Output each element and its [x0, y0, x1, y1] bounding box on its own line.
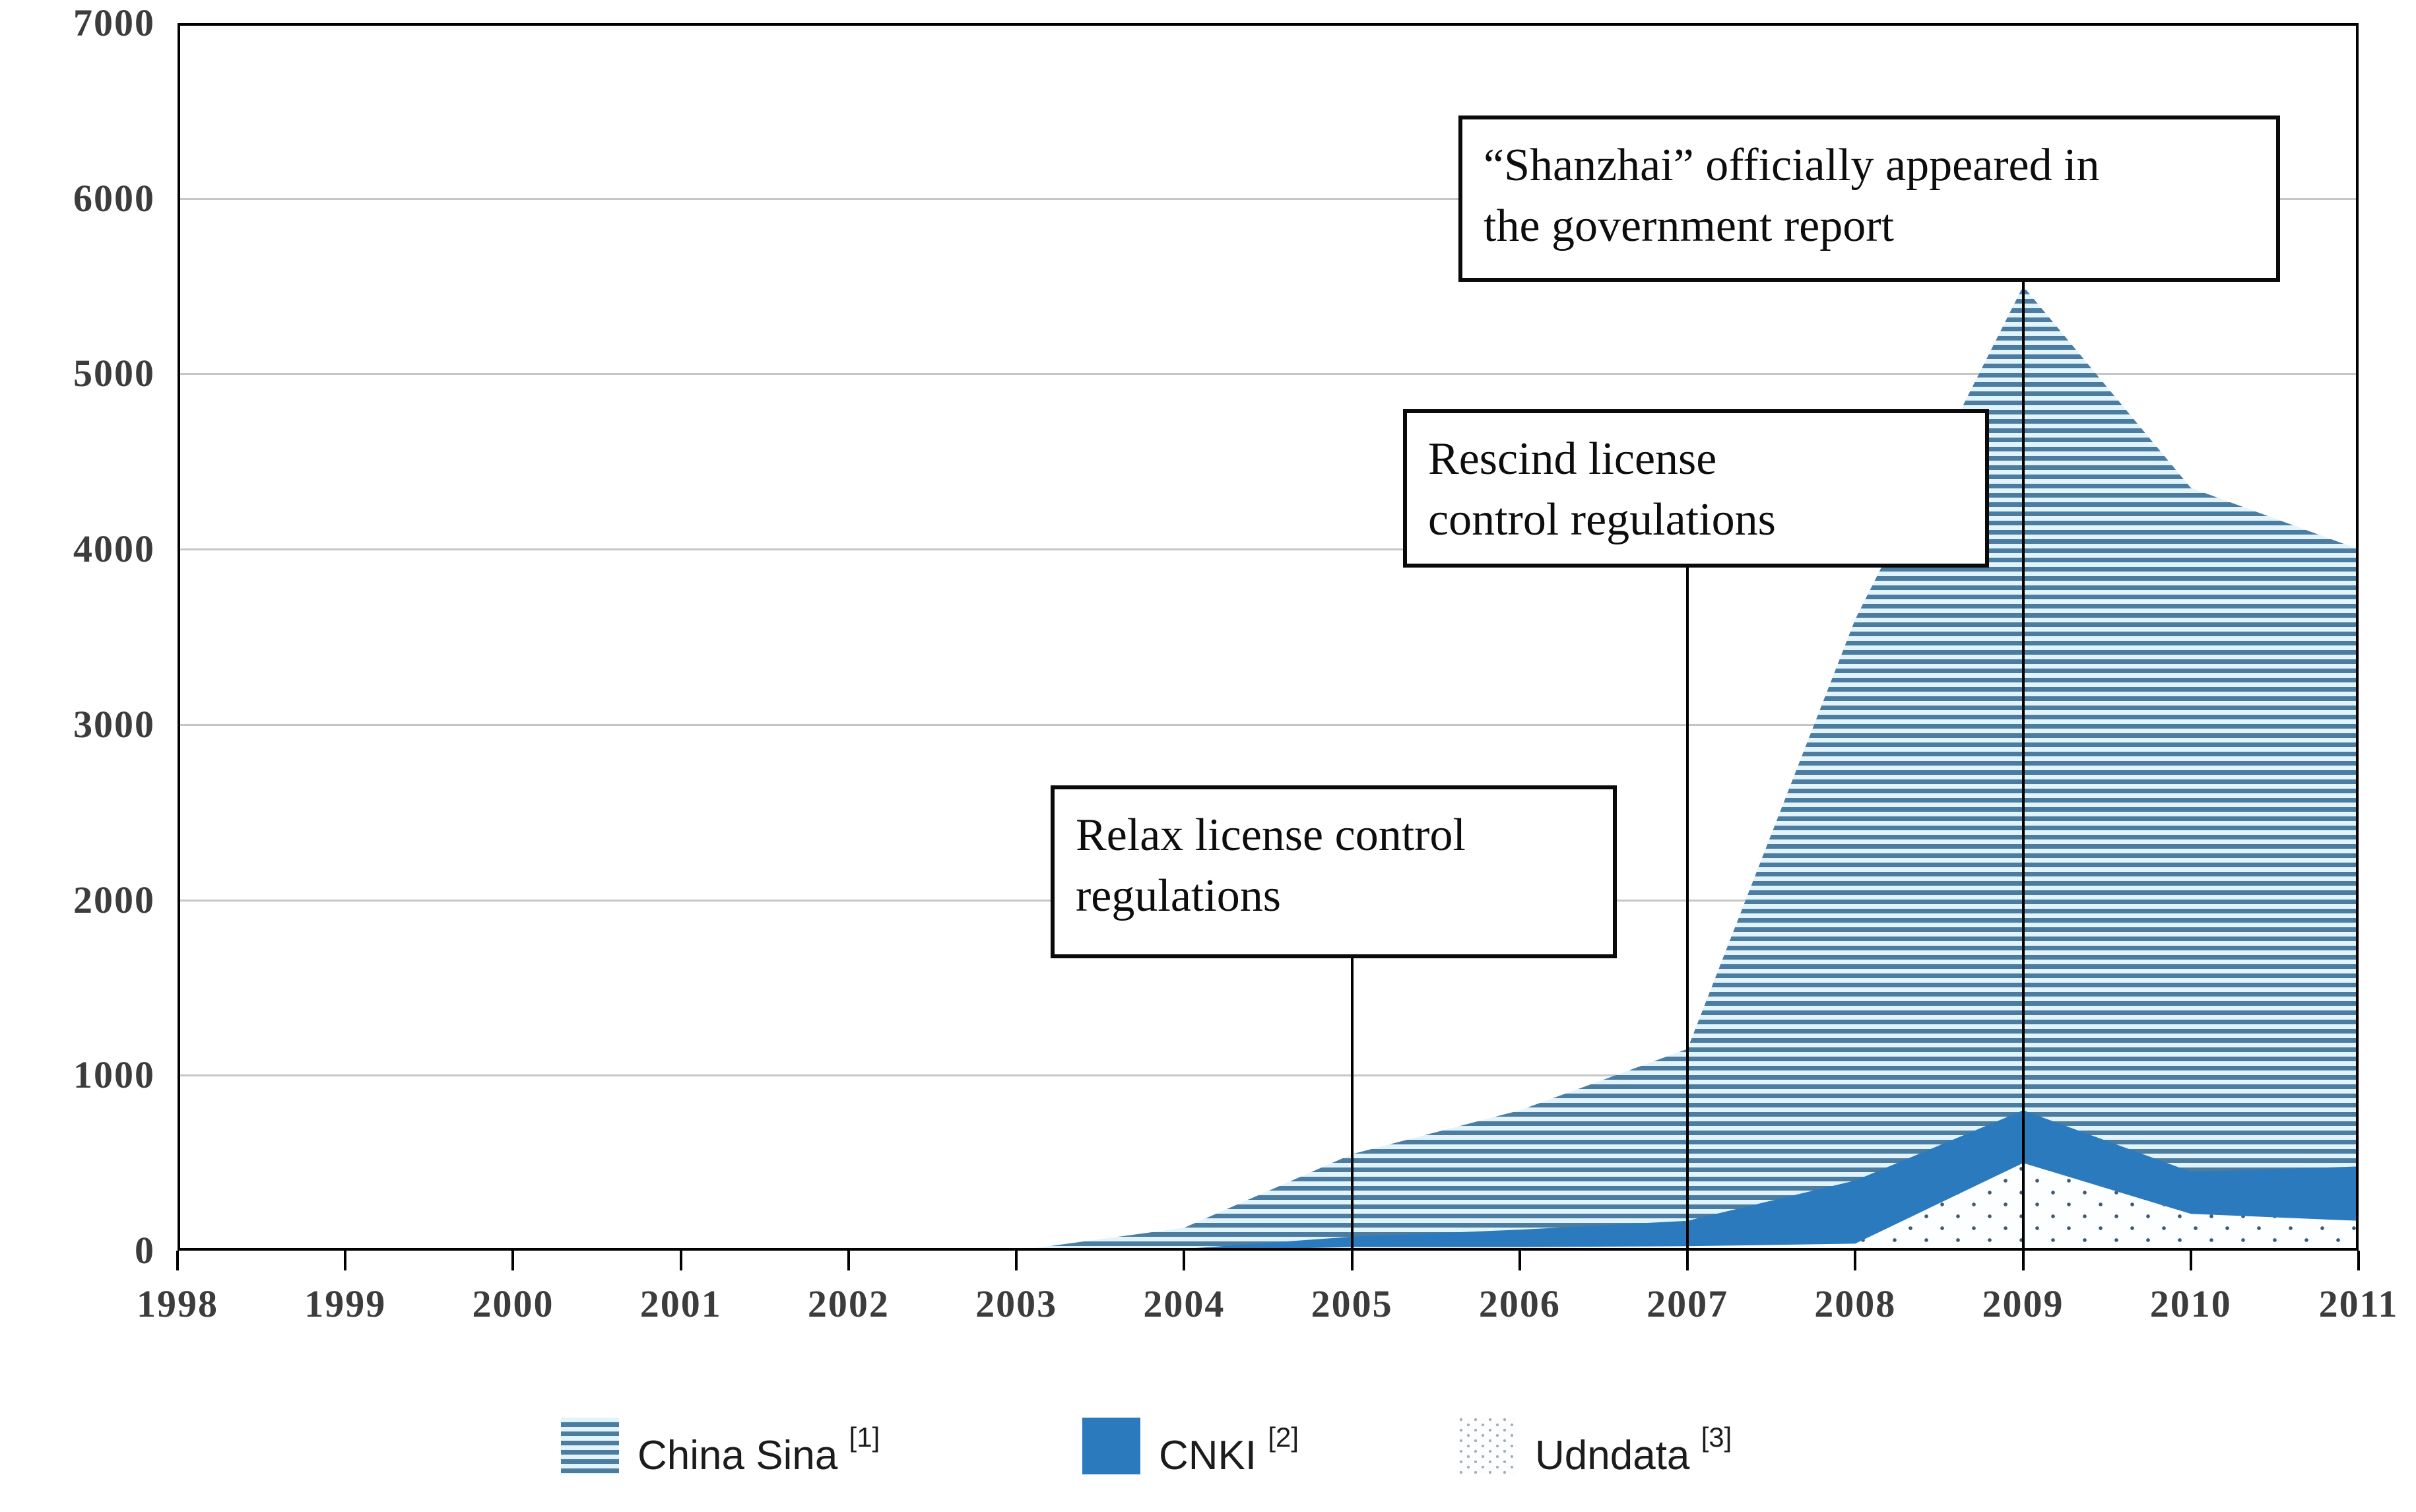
x-tick-1998 [176, 1251, 179, 1270]
x-tick-2010 [2189, 1251, 2192, 1270]
legend-ref-3: [3] [1701, 1422, 1732, 1453]
legend-swatch-solid-icon [1082, 1418, 1140, 1474]
x-tick-label-1998: 1998 [137, 1282, 218, 1325]
x-tick-label-1999: 1999 [304, 1282, 387, 1325]
x-tick-label-2005: 2005 [1311, 1282, 1393, 1325]
x-tick-label-2007: 2007 [1647, 1282, 1729, 1325]
x-tick-2002 [847, 1251, 850, 1270]
legend-label-china-sina: China Sina [1] [637, 1422, 880, 1478]
legend-swatch-dots-icon [1458, 1418, 1517, 1474]
gridline-3000 [178, 723, 2359, 726]
y-tick-label-3000: 3000 [73, 702, 155, 746]
x-tick-2004 [1183, 1251, 1186, 1270]
gridline-5000 [178, 373, 2359, 376]
legend-ref-1: [1] [849, 1422, 880, 1453]
y-tick-label-1000: 1000 [73, 1053, 155, 1097]
gridline-4000 [178, 548, 2359, 551]
gridline-1000 [178, 1074, 2359, 1077]
x-tick-label-2010: 2010 [2149, 1282, 2232, 1325]
x-tick-2000 [511, 1251, 515, 1270]
annotation-line-2007 [1686, 565, 1689, 1251]
x-tick-2003 [1015, 1251, 1018, 1270]
area-series-layer [178, 23, 2359, 1251]
legend-label-cnki: CNKI [2] [1159, 1422, 1299, 1478]
x-tick-label-2011: 2011 [2318, 1282, 2399, 1325]
plot-area [178, 23, 2359, 1251]
x-tick-label-2004: 2004 [1143, 1282, 1225, 1325]
x-tick-1999 [344, 1251, 347, 1270]
legend-swatch-stripes-icon [561, 1418, 619, 1474]
x-tick-label-2006: 2006 [1478, 1282, 1561, 1325]
x-tick-label-2002: 2002 [807, 1282, 890, 1325]
annotation-line-2009 [2021, 279, 2025, 1251]
x-tick-label-2008: 2008 [1814, 1282, 1897, 1325]
annotation-box-2007: Rescind license control regulations [1403, 409, 1989, 568]
annotation-box-2009: “Shanzhai” officially appeared in the go… [1458, 115, 2280, 282]
x-tick-label-2000: 2000 [472, 1282, 554, 1325]
annotation-box-2005: Relax license control regulations [1051, 785, 1617, 958]
legend-ref-2: [2] [1268, 1422, 1299, 1453]
y-tick-label-2000: 2000 [73, 878, 155, 921]
legend-label-udndata: Udndata [3] [1535, 1422, 1732, 1478]
y-tick-label-7000: 7000 [73, 1, 155, 44]
x-tick-2008 [1854, 1251, 1857, 1270]
y-tick-label-0: 0 [135, 1229, 155, 1272]
x-tick-2011 [2357, 1251, 2360, 1270]
y-tick-label-6000: 6000 [73, 176, 155, 220]
x-tick-2007 [1686, 1251, 1689, 1270]
x-tick-2009 [2021, 1251, 2025, 1270]
x-tick-label-2009: 2009 [1982, 1282, 2064, 1325]
y-tick-label-4000: 4000 [73, 527, 155, 571]
legend: China Sina [1] CNKI [2] Udndata [3] [0, 1412, 2416, 1492]
x-tick-2006 [1518, 1251, 1521, 1270]
x-tick-2005 [1350, 1251, 1354, 1270]
x-tick-label-2001: 2001 [639, 1282, 722, 1325]
gridline-6000 [178, 197, 2359, 200]
x-tick-label-2003: 2003 [975, 1282, 1058, 1325]
x-tick-2001 [679, 1251, 682, 1270]
y-tick-label-5000: 5000 [73, 352, 155, 395]
annotation-line-2005 [1350, 956, 1354, 1251]
